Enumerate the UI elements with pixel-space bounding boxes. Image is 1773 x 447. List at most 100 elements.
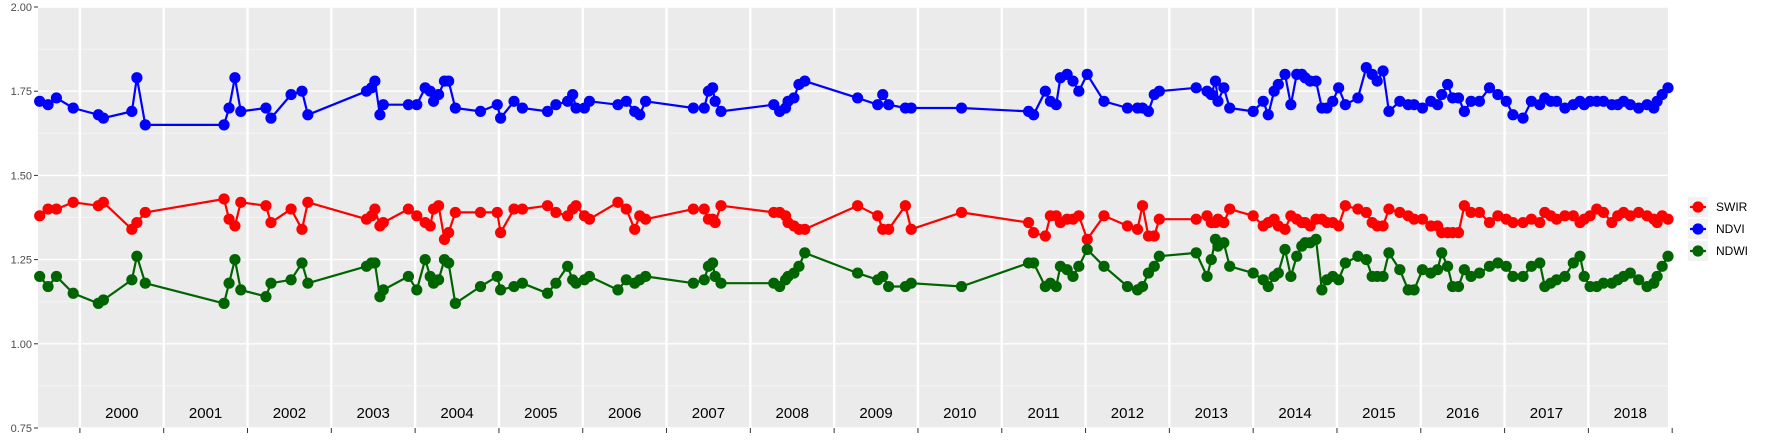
data-point-ndwi <box>1507 270 1519 283</box>
data-point-ndwi <box>402 270 415 283</box>
data-point-ndvi <box>634 109 646 121</box>
data-point-swir <box>1559 210 1571 222</box>
data-point-swir <box>629 223 641 235</box>
data-point-ndvi <box>905 102 917 114</box>
year-label: 2014 <box>1278 405 1311 422</box>
data-point-ndwi <box>1431 264 1444 276</box>
data-point-ndvi <box>411 99 423 111</box>
data-point-ndvi <box>235 105 247 118</box>
data-point-swir <box>285 203 297 215</box>
data-point-ndvi <box>570 102 582 114</box>
data-point-swir <box>1525 213 1537 225</box>
data-point-ndvi <box>1458 105 1470 118</box>
data-point-ndwi <box>229 254 241 266</box>
data-point-ndvi <box>1377 65 1389 77</box>
data-point-ndvi <box>516 102 528 114</box>
data-point-ndwi <box>131 250 143 262</box>
data-point-ndwi <box>411 284 423 296</box>
data-point-swir <box>541 200 554 212</box>
data-point-swir <box>1153 213 1165 225</box>
data-point-ndvi <box>687 102 699 114</box>
data-point-swir <box>1121 220 1134 232</box>
data-point-ndwi <box>1339 257 1351 269</box>
data-point-swir <box>1131 223 1144 235</box>
data-point-swir <box>449 206 461 219</box>
data-point-ndwi <box>1027 257 1040 269</box>
series-ndwi <box>34 233 1674 309</box>
data-point-ndvi <box>715 105 727 118</box>
data-point-swir <box>620 203 632 215</box>
data-point-swir <box>508 203 520 215</box>
data-point-swir <box>139 206 151 219</box>
data-point-swir <box>883 223 895 235</box>
year-label: 2007 <box>692 405 725 422</box>
data-point-ndwi <box>126 274 138 286</box>
data-point-swir <box>432 200 445 212</box>
year-label: 2002 <box>273 405 306 422</box>
data-point-ndwi <box>419 254 431 266</box>
data-point-ndwi <box>223 277 235 289</box>
data-point-ndwi <box>1441 260 1454 272</box>
legend-item-ndwi: NDWI <box>1688 241 1748 261</box>
data-point-ndvi <box>1142 105 1155 118</box>
data-point-ndvi <box>852 92 864 104</box>
data-point-ndwi <box>139 277 151 289</box>
year-label: 2012 <box>1111 405 1144 422</box>
data-point-swir <box>899 200 911 212</box>
data-point-ndwi <box>218 297 230 309</box>
data-point-ndvi <box>1209 75 1222 87</box>
data-point-ndvi <box>1431 99 1444 111</box>
year-label: 2010 <box>943 405 976 422</box>
data-point-ndwi <box>302 277 314 289</box>
data-point-ndwi <box>1633 274 1645 286</box>
data-point-swir <box>639 213 652 225</box>
data-point-swir <box>698 203 710 215</box>
data-point-ndwi <box>1272 267 1284 279</box>
data-point-ndwi <box>1550 274 1563 286</box>
data-point-ndwi <box>1352 250 1364 262</box>
year-label: 2009 <box>859 405 892 422</box>
data-point-ndvi <box>1067 75 1079 87</box>
data-point-swir <box>570 200 582 212</box>
data-point-ndvi <box>296 85 308 97</box>
data-point-ndwi <box>1408 284 1420 296</box>
data-point-swir <box>265 216 277 229</box>
data-point-swir <box>715 200 727 212</box>
data-point-ndwi <box>570 277 582 289</box>
data-point-swir <box>296 223 308 235</box>
data-point-ndvi <box>265 112 277 124</box>
data-point-ndvi <box>877 88 889 101</box>
data-point-ndwi <box>1153 250 1165 262</box>
data-point-ndvi <box>1327 95 1339 107</box>
data-point-swir <box>1452 227 1465 239</box>
data-point-ndvi <box>67 102 79 114</box>
data-point-ndwi <box>285 274 297 286</box>
data-point-ndvi <box>1339 99 1351 111</box>
data-point-swir <box>1416 213 1429 225</box>
data-point-ndvi <box>495 112 507 124</box>
series-swir <box>34 193 1674 245</box>
data-point-swir <box>491 206 503 219</box>
data-point-ndwi <box>1218 237 1230 249</box>
data-point-ndvi <box>1371 75 1383 87</box>
data-point-swir <box>443 227 455 239</box>
year-label: 2018 <box>1614 405 1647 422</box>
data-point-ndvi <box>1272 78 1284 91</box>
y-tick-label: 1.75 <box>11 86 32 98</box>
data-point-ndwi <box>474 280 487 293</box>
data-point-ndwi <box>883 280 895 293</box>
data-point-swir <box>1339 200 1351 212</box>
data-point-ndvi <box>1473 95 1486 107</box>
data-point-ndwi <box>852 267 864 279</box>
legend-label: NDVI <box>1716 222 1745 236</box>
legend-marker <box>1692 245 1704 257</box>
data-point-ndwi <box>1525 260 1537 272</box>
data-point-swir <box>1073 210 1085 222</box>
data-point-ndwi <box>508 280 520 293</box>
data-point-ndwi <box>377 284 389 296</box>
data-point-swir <box>1136 200 1149 212</box>
data-point-ndwi <box>1500 260 1512 272</box>
data-point-ndwi <box>715 277 727 289</box>
data-point-ndvi <box>131 72 143 84</box>
data-point-ndvi <box>1257 95 1269 107</box>
